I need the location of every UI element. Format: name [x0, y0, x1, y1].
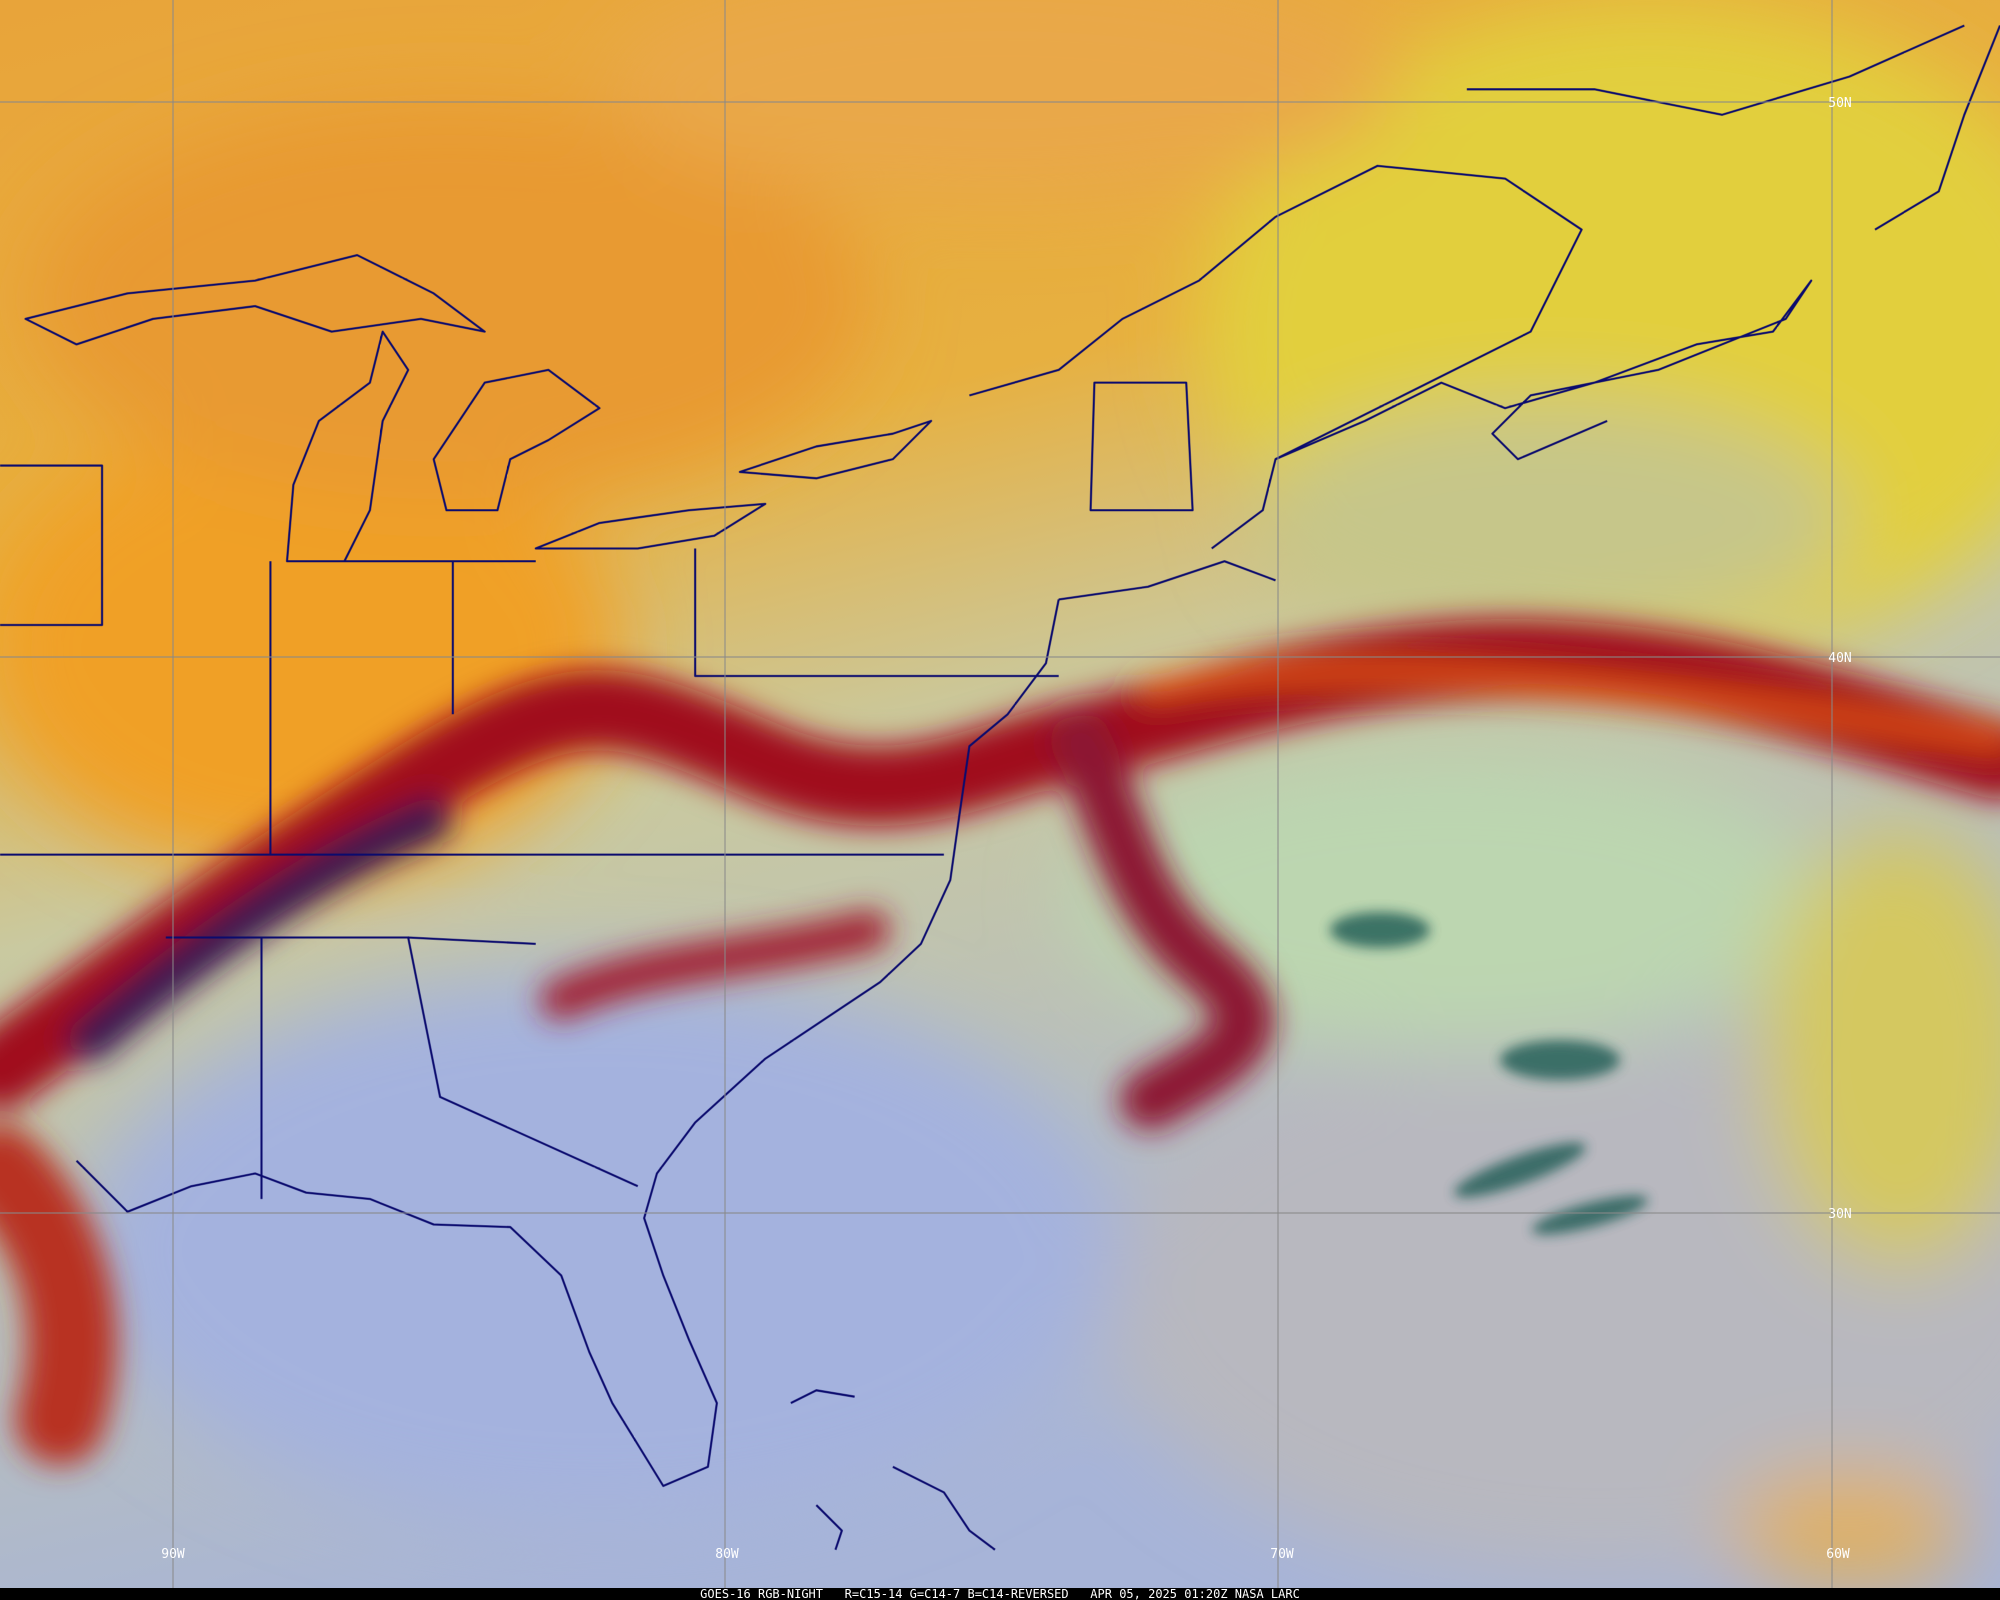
longitude-label: 70W — [1270, 1547, 1294, 1562]
latitude-label: 30N — [1828, 1207, 1851, 1222]
grid-labels: 90W 80W 70W 60W 50N 40N 30N — [161, 96, 1851, 1562]
coastlines — [0, 24, 2000, 1551]
latitude-label: 40N — [1828, 651, 1851, 666]
caption-bar — [0, 1588, 2000, 1600]
caption: GOES-16 RGB-NIGHT R=C15-14 G=C14-7 B=C14… — [700, 1587, 1300, 1600]
longitude-label: 80W — [715, 1547, 739, 1562]
latitude-label: 50N — [1828, 96, 1851, 111]
longitude-label: 90W — [161, 1547, 185, 1562]
longitude-label: 60W — [1826, 1547, 1850, 1562]
